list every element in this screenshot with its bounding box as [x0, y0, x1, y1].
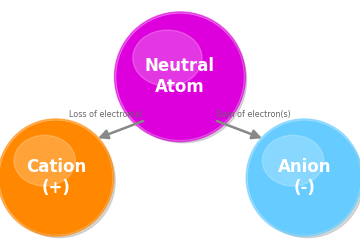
Ellipse shape — [133, 30, 202, 86]
Ellipse shape — [246, 119, 360, 236]
Text: Loss of electron(s): Loss of electron(s) — [69, 109, 143, 119]
Ellipse shape — [14, 135, 75, 186]
Ellipse shape — [0, 121, 112, 234]
Text: Gain of electron(s): Gain of electron(s) — [216, 109, 291, 119]
Text: Neutral
Atom: Neutral Atom — [145, 57, 215, 96]
Ellipse shape — [262, 135, 324, 186]
Ellipse shape — [248, 121, 360, 234]
Ellipse shape — [0, 119, 114, 236]
Ellipse shape — [121, 18, 247, 143]
Text: Anion
(-): Anion (-) — [278, 158, 331, 197]
Ellipse shape — [117, 14, 243, 139]
Text: Cation
(+): Cation (+) — [26, 158, 86, 197]
Ellipse shape — [114, 12, 246, 142]
Ellipse shape — [252, 125, 360, 238]
Ellipse shape — [4, 125, 115, 238]
